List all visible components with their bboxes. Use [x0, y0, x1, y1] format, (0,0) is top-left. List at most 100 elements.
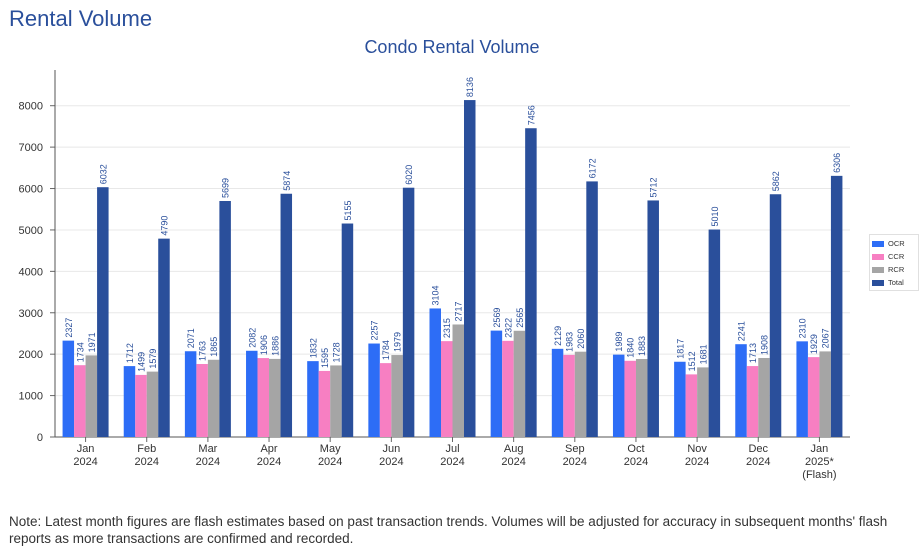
bar-rcr	[330, 365, 342, 437]
bar-ocr	[551, 348, 564, 437]
y-tick-label: 0	[37, 432, 43, 444]
data-label: 6020	[404, 165, 414, 185]
y-tick-label: 8000	[19, 101, 43, 113]
bar-total	[830, 175, 843, 437]
data-label: 8136	[465, 77, 475, 97]
data-label: 5874	[282, 171, 292, 191]
data-label: 1840	[626, 338, 636, 358]
x-tick-label: 2024	[624, 456, 648, 468]
page-heading: Rental Volume	[9, 6, 153, 31]
bar-ccr	[746, 366, 759, 437]
legend-item-rcr: RCR	[872, 263, 916, 276]
x-tick-label: 2024	[196, 456, 220, 468]
data-label: 1979	[393, 332, 403, 352]
bar-total	[219, 200, 231, 437]
data-label: 1595	[320, 348, 330, 368]
bar-ccr	[257, 358, 270, 437]
bar-ocr	[368, 343, 380, 437]
bar-total	[464, 100, 476, 437]
bar-total	[402, 187, 415, 437]
x-tick-label: Jul	[445, 443, 459, 455]
bar-ccr	[624, 360, 636, 437]
data-label: 1712	[125, 343, 135, 363]
bar-ocr	[62, 340, 75, 437]
data-label: 2241	[737, 321, 747, 341]
data-label: 2322	[503, 318, 513, 338]
x-tick-label: 2024	[318, 456, 342, 468]
bar-rcr	[635, 359, 648, 437]
data-label: 2315	[442, 318, 452, 338]
data-label: 2569	[492, 308, 502, 328]
bar-total	[525, 128, 537, 437]
bar-total	[97, 187, 109, 437]
legend-swatch	[872, 253, 884, 260]
data-label: 4790	[159, 216, 169, 236]
bar-total	[769, 194, 782, 437]
bar-rcr	[697, 367, 709, 437]
x-tick-label: 2024	[501, 456, 525, 468]
y-tick-label: 4000	[19, 266, 43, 278]
data-label: 1734	[75, 342, 85, 362]
bar-ccr	[318, 370, 331, 437]
x-tick-label: Dec	[748, 443, 768, 455]
y-tick-label: 5000	[19, 225, 43, 237]
bar-total	[586, 181, 598, 437]
data-label: 1817	[675, 339, 685, 359]
data-label: 2257	[370, 321, 380, 341]
bar-ccr	[502, 340, 514, 437]
x-tick-label: Feb	[137, 443, 156, 455]
bar-rcr	[758, 357, 770, 437]
bar-total	[647, 200, 659, 437]
bar-ccr	[379, 363, 392, 437]
bar-ocr	[246, 350, 258, 437]
bars	[62, 100, 843, 437]
data-label: 1763	[198, 341, 208, 361]
bar-ccr	[74, 365, 86, 437]
x-tick-label: Oct	[627, 443, 644, 455]
axes: 010002000300040005000600070008000Jan2024…	[19, 70, 850, 481]
data-label: 1886	[270, 336, 280, 356]
data-label: 1989	[614, 332, 624, 352]
legend-label: CCR	[888, 252, 905, 261]
data-label: 1681	[698, 344, 708, 364]
data-label: 2067	[821, 328, 831, 348]
x-tick-label: 2024	[379, 456, 403, 468]
data-label: 5155	[343, 200, 353, 220]
x-tick-label: Jan	[77, 443, 95, 455]
bar-total	[280, 193, 293, 437]
data-label: 1883	[637, 336, 647, 356]
y-tick-label: 6000	[19, 184, 43, 196]
bar-total	[158, 238, 170, 437]
data-label: 2060	[576, 329, 586, 349]
bar-ocr	[674, 361, 686, 437]
bar-total	[341, 223, 354, 437]
data-label: 6306	[832, 153, 842, 173]
bar-total	[708, 229, 721, 437]
data-label: 5699	[221, 178, 231, 198]
bar-rcr	[269, 358, 281, 437]
legend-swatch	[872, 266, 884, 273]
x-tick-label: May	[320, 443, 341, 455]
data-label: 1512	[687, 351, 697, 371]
x-tick-label: Mar	[198, 443, 217, 455]
data-label: 2327	[64, 318, 74, 338]
x-tick-label: 2024	[440, 456, 464, 468]
bar-ocr	[429, 308, 441, 437]
data-label: 2310	[798, 318, 808, 338]
x-tick-label: 2025*	[805, 456, 834, 468]
data-label: 5862	[771, 171, 781, 191]
legend: OCR CCR RCR Total	[869, 234, 919, 291]
bar-ccr	[807, 357, 820, 437]
data-label: 6032	[98, 164, 108, 184]
legend-item-ocr: OCR	[872, 237, 916, 250]
data-label: 2082	[247, 328, 257, 348]
bar-ocr	[490, 330, 503, 437]
footnote: Note: Latest month figures are flash est…	[9, 514, 888, 546]
x-tick-label: Apr	[260, 443, 277, 455]
bar-rcr	[85, 355, 98, 437]
legend-label: RCR	[888, 265, 905, 274]
condo-rental-volume-chart: Condo Rental Volume 0 1000 2000 3000 4000 500…	[19, 37, 850, 481]
x-tick-label: 2024	[257, 456, 281, 468]
bar-ocr	[307, 361, 319, 437]
bar-ocr	[612, 354, 625, 437]
